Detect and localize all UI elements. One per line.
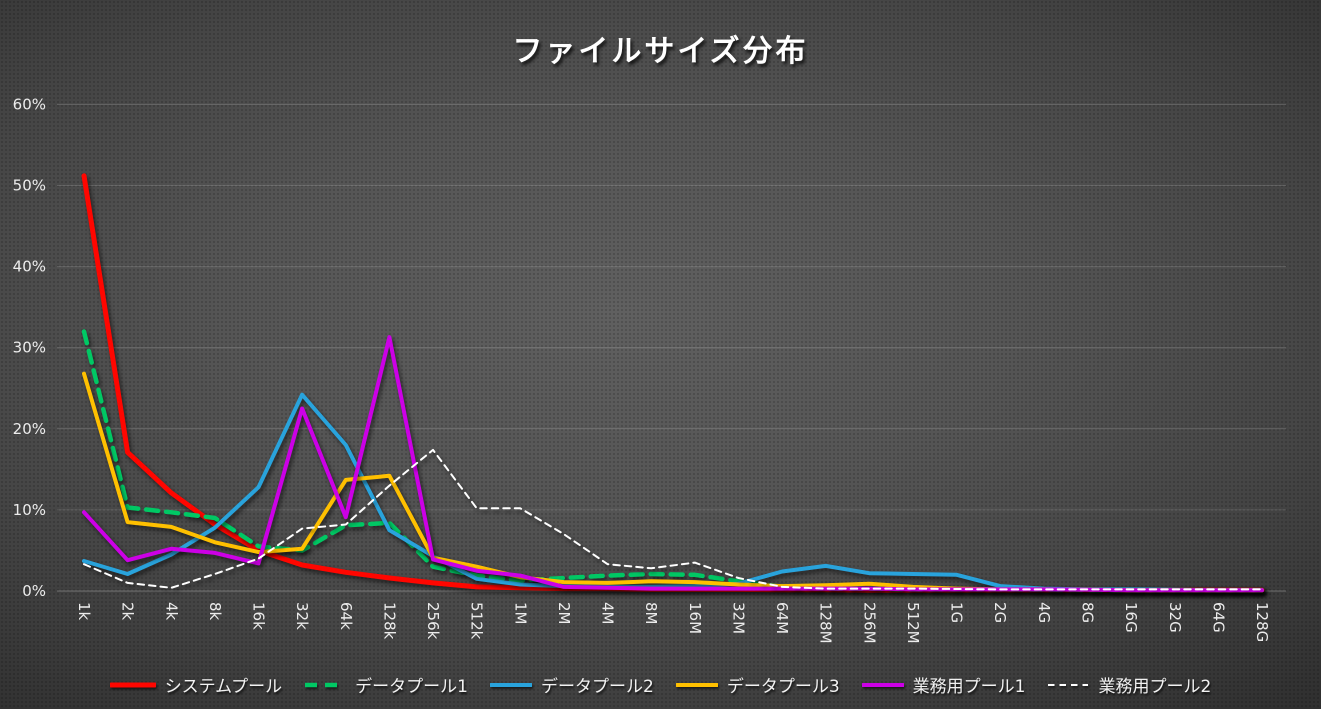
x-axis-label: 32M [729, 602, 747, 634]
legend-label: データプール3 [726, 677, 840, 697]
x-axis-label: 64G [1209, 602, 1227, 633]
x-axis-label: 32G [1166, 602, 1184, 633]
legend-line-icon [675, 682, 718, 687]
series-line-5 [83, 448, 1263, 591]
legend-line-icon [109, 682, 156, 687]
y-axis-label: 20% [13, 420, 46, 438]
y-axis-label: 60% [13, 95, 46, 113]
x-axis-label: 8G [1078, 602, 1096, 623]
y-axis-label: 30% [13, 339, 46, 357]
x-axis-label: 256M [860, 602, 878, 644]
chart-title: ファイルサイズ分布 [512, 34, 809, 69]
legend-label: 業務用プール2 [1098, 677, 1212, 697]
x-axis-label: 4k [162, 602, 180, 621]
y-axis-label: 50% [13, 177, 46, 195]
y-axis-label: 0% [22, 582, 46, 600]
x-axis-label: 64k [337, 602, 355, 630]
legend-label: システムプール [164, 677, 283, 697]
x-axis-label: 512k [468, 602, 486, 640]
x-axis-label: 4M [599, 602, 617, 625]
x-axis-label: 128k [380, 602, 398, 640]
x-axis-label: 1M [511, 602, 529, 625]
y-axis-label: 40% [13, 258, 46, 276]
legend-label: 業務用プール1 [912, 677, 1026, 697]
x-axis-label: 64M [773, 602, 791, 634]
legend-item-3: データプール3 [675, 672, 840, 697]
x-axis-label: 2k [119, 602, 137, 621]
x-axis-label: 16G [1122, 602, 1140, 633]
x-axis-label: 16k [250, 602, 268, 630]
x-axis-label: 8M [642, 602, 660, 625]
x-axis-label: 4G [1035, 602, 1053, 623]
x-axis-label: 128M [817, 602, 835, 644]
x-axis-label: 16M [686, 602, 704, 634]
legend-label: データプール2 [541, 677, 654, 697]
legend-item-2: データプール2 [490, 672, 654, 697]
x-axis-label: 8k [206, 602, 224, 621]
legend-line-icon [1048, 683, 1089, 686]
legend-item-4: 業務用プール1 [861, 672, 1026, 697]
x-axis-label: 1G [948, 602, 966, 623]
x-axis-label: 32k [293, 602, 311, 630]
legend-label: データプール1 [355, 677, 468, 697]
x-axis-label: 512M [904, 602, 922, 644]
legend-item-5: 業務用プール2 [1047, 672, 1211, 697]
legend-line-icon [861, 682, 904, 687]
legend-item-1: データプール1 [304, 672, 468, 697]
legend-item-0: システムプール [109, 672, 283, 697]
x-axis-label: 256k [424, 602, 442, 640]
chart-legend: システムプール データプール1 データプール2 データプール3 業務用プール1 業務用プー… [0, 672, 1321, 697]
series-line-4 [82, 335, 1264, 593]
x-axis-label: 2G [991, 602, 1009, 623]
series-line-0 [81, 173, 1265, 593]
y-axis-label: 10% [13, 501, 46, 519]
x-axis-label: 1k [75, 602, 93, 621]
x-axis-label: 2M [555, 602, 573, 625]
x-axis-label: 128G [1253, 602, 1271, 642]
legend-line-icon [490, 682, 532, 687]
legend-line-icon [305, 682, 346, 687]
